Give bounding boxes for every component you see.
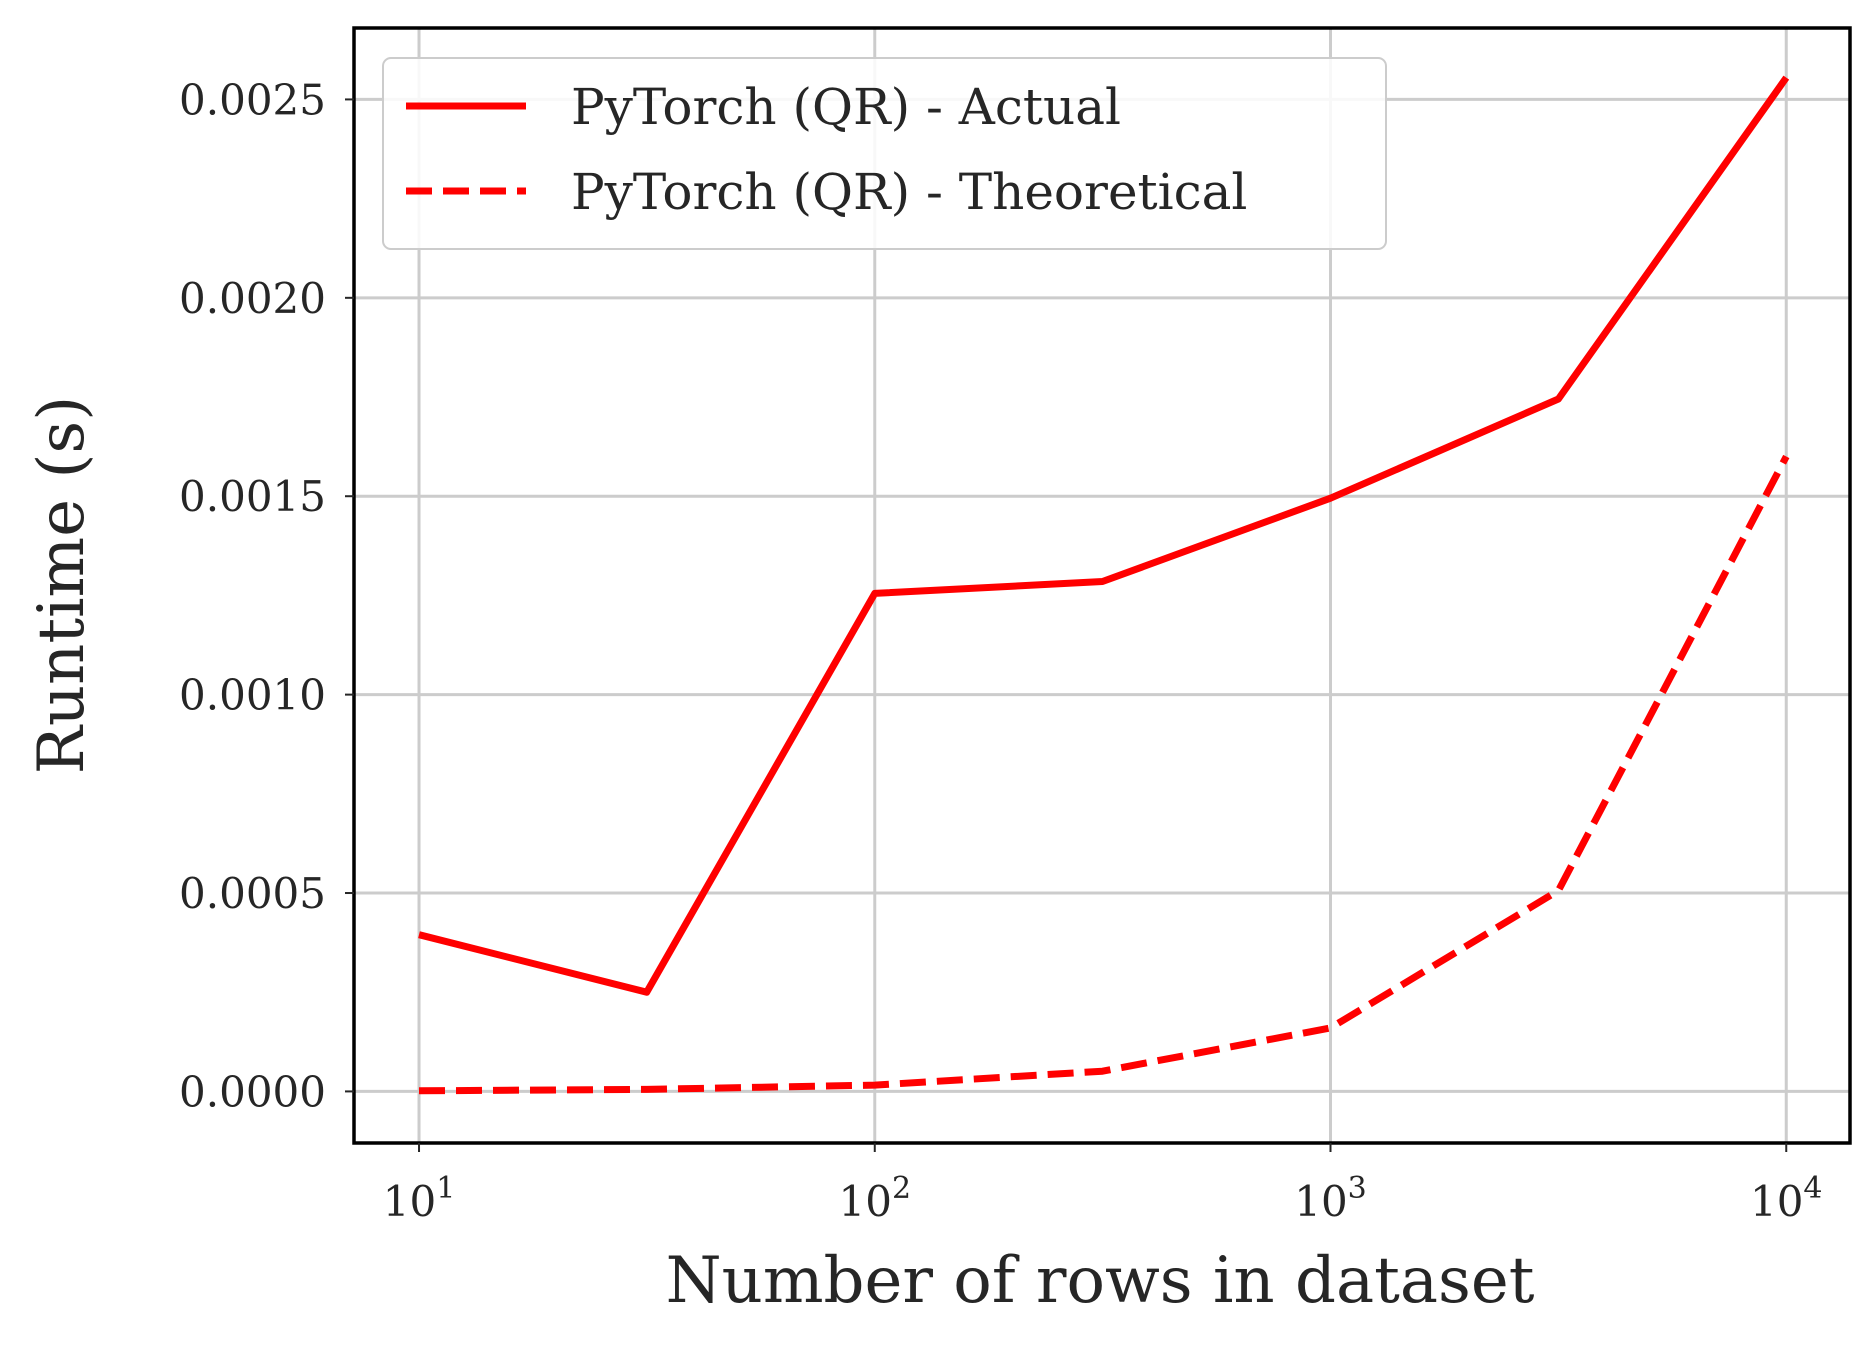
series-line-1 (418, 454, 1790, 1095)
y-axis-label: Runtime (s) (25, 396, 99, 775)
x-tick-label-1: 102 (838, 1171, 911, 1226)
x-tick-label-3: 104 (1750, 1171, 1823, 1226)
legend-box (382, 57, 1387, 250)
y-tick-label-3: 0.0015 (179, 472, 326, 521)
y-tick-label-4: 0.0020 (179, 274, 326, 323)
x-tick-label-0: 101 (383, 1171, 456, 1226)
series-line-0 (418, 75, 1790, 996)
y-tick-label-1: 0.0005 (179, 869, 326, 918)
tick-labels: 0.0000 0.0005 0.0010 0.0015 0.0020 0.0025 101 1… (179, 75, 1822, 1226)
legend-label-actual: PyTorch (QR) - Actual (571, 78, 1121, 136)
y-tick-label-5: 0.0025 (179, 75, 326, 124)
x-tick-label-2: 103 (1294, 1171, 1367, 1226)
legend-label-theoretical: PyTorch (QR) - Theoretical (571, 163, 1247, 221)
y-tick-label-0: 0.0000 (179, 1067, 326, 1116)
x-axis-label: Number of rows in dataset (666, 1244, 1535, 1318)
plot-frame (352, 26, 1852, 1145)
legend: PyTorch (QR) - Actual PyTorch (QR) - The… (382, 57, 1387, 250)
y-tick-label-2: 0.0010 (179, 671, 326, 720)
series-lines (418, 75, 1790, 1095)
